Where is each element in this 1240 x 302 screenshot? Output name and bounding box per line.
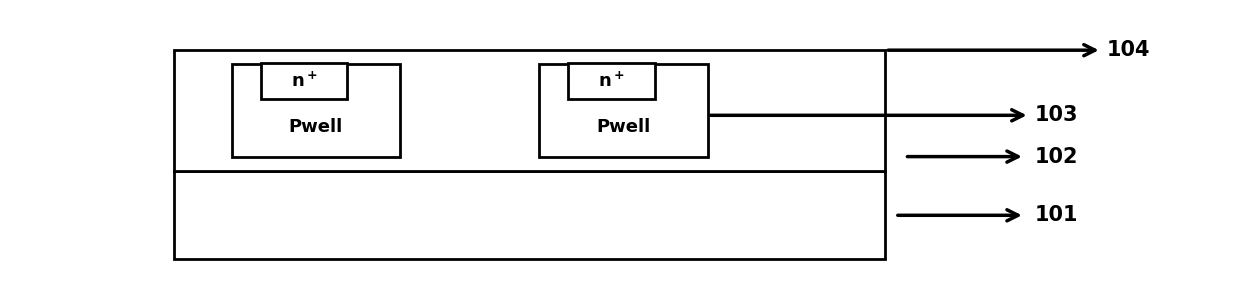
- Text: $\mathbf{n^+}$: $\mathbf{n^+}$: [598, 71, 625, 91]
- Bar: [174, 50, 885, 171]
- Bar: [174, 171, 885, 259]
- Text: 104: 104: [1106, 40, 1149, 60]
- Bar: [260, 63, 347, 99]
- Text: $\mathbf{n^+}$: $\mathbf{n^+}$: [290, 71, 317, 91]
- Text: Pwell: Pwell: [596, 118, 651, 137]
- Bar: [568, 63, 655, 99]
- Text: 103: 103: [1034, 105, 1078, 125]
- Bar: [539, 64, 708, 157]
- Bar: [232, 64, 401, 157]
- Text: 102: 102: [1034, 146, 1078, 167]
- Text: Pwell: Pwell: [289, 118, 343, 137]
- Text: 101: 101: [1034, 205, 1078, 225]
